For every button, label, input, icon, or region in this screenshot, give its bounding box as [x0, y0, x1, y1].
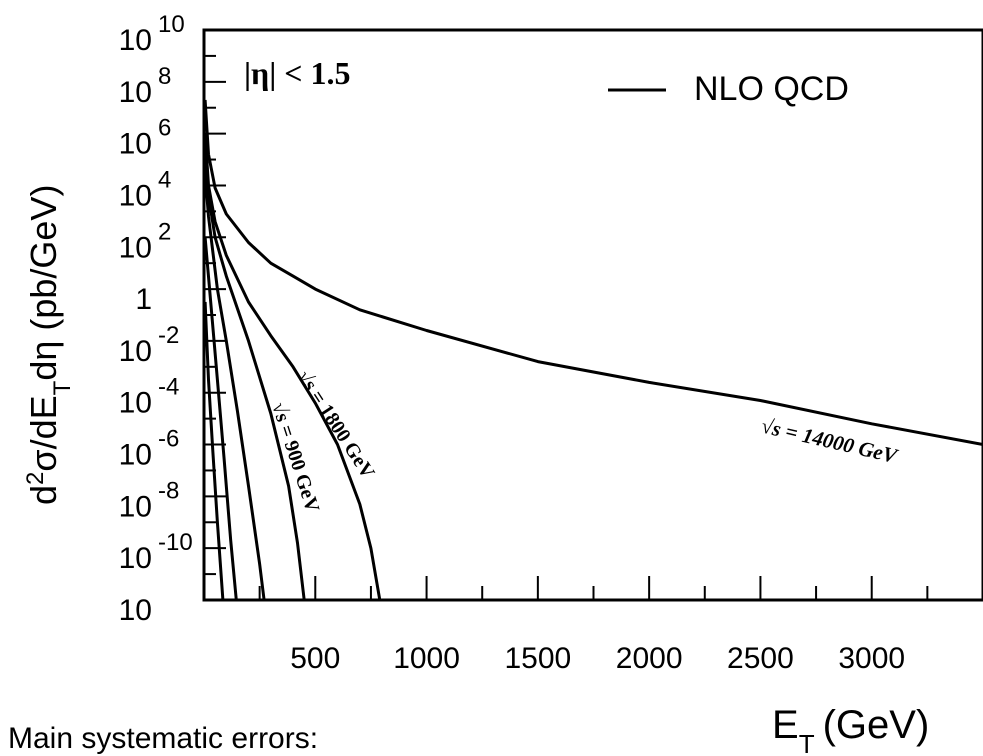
y-tick-label: 10 -8 [119, 477, 180, 523]
y-tick-label-exponent: -8 [158, 477, 179, 504]
x-tick-label: 2000 [616, 642, 683, 675]
footer-caption: Main systematic errors: [8, 722, 319, 755]
x-axis-ticks [258, 576, 929, 600]
y-tick-label-base: 10 [119, 490, 152, 523]
y-axis-label: d2σ/dETdη (pb/GeV) [22, 185, 76, 505]
eta-cut-text: |η| < 1.5 [244, 55, 351, 91]
y-tick-label-base: 10 [119, 24, 152, 57]
legend: NLO QCD [608, 70, 849, 108]
y-tick-label-exponent: -2 [158, 322, 179, 349]
y-tick-label-exponent: -6 [158, 426, 179, 453]
y-tick-label-exponent: 2 [158, 218, 171, 245]
y-tick-label-exponent: 8 [158, 63, 171, 90]
y-tick-label-exponent: -10 [158, 529, 193, 556]
y-label-exp: 2 [22, 472, 49, 485]
y-tick-label-exponent: 4 [158, 166, 171, 193]
y-tick-label-base: 10 [119, 179, 152, 212]
y-tick-label-base: 10 [119, 231, 152, 264]
x-label-unit: (GeV) [823, 703, 930, 747]
x-tick-label: 2500 [727, 642, 794, 675]
x-tick-label: 500 [290, 642, 340, 675]
y-tick-label: 10 -4 [119, 374, 180, 420]
y-tick-label: 10 10 [119, 11, 185, 57]
y-tick-label: 10 -10 [119, 529, 193, 575]
y-label-sub: T [49, 380, 76, 395]
y-tick-label-exponent: 10 [158, 11, 185, 38]
x-label-sub: T [799, 729, 815, 756]
x-axis-label: ET (GeV) [772, 703, 929, 756]
y-label-d: d [23, 485, 64, 505]
y-tick-label: 10 4 [119, 166, 172, 212]
y-label-rest: dη (pb/GeV) [23, 185, 64, 381]
y-tick-label-base: 10 [119, 594, 152, 627]
y-tick-label-exponent: 6 [158, 115, 171, 142]
series-curve-1 [203, 133, 382, 601]
y-tick-label-exponent: -4 [158, 374, 179, 401]
x-label-main: E [772, 703, 799, 747]
series-curve-0 [203, 99, 983, 446]
y-tick-label-base: 10 [119, 76, 152, 109]
y-tick-label: 10 [119, 594, 152, 627]
series-curve-4 [203, 237, 238, 601]
y-tick-label-base: 10 [119, 542, 152, 575]
y-tick-label: 10 2 [119, 218, 172, 264]
legend-label: NLO QCD [694, 70, 849, 108]
x-tick-label: 1500 [504, 642, 571, 675]
y-tick-label: 10 8 [119, 63, 172, 109]
series-curve-3 [203, 172, 266, 601]
series-curve-5 [203, 301, 225, 601]
y-tick-label-base: 10 [119, 439, 152, 472]
series-curve-2 [203, 151, 306, 601]
series-curves [203, 99, 983, 601]
y-tick-label: 10 -6 [119, 426, 180, 472]
y-tick-label: 10 6 [119, 115, 172, 161]
y-tick-label: 10 -2 [119, 322, 180, 368]
y-tick-label-base: 1 [135, 283, 152, 316]
y-tick-label-base: 10 [119, 128, 152, 161]
x-tick-label: 1000 [393, 642, 460, 675]
y-tick-label-base: 10 [119, 335, 152, 368]
x-tick-labels: 500 1000 1500 2000 2500 3000 [290, 642, 905, 675]
y-label-sigma: σ/dE [23, 395, 64, 471]
eta-cut-annotation: |η| < 1.5 [244, 55, 351, 91]
x-tick-label: 3000 [838, 642, 905, 675]
y-tick-label: 1 [135, 283, 152, 316]
y-tick-label-base: 10 [119, 387, 152, 420]
